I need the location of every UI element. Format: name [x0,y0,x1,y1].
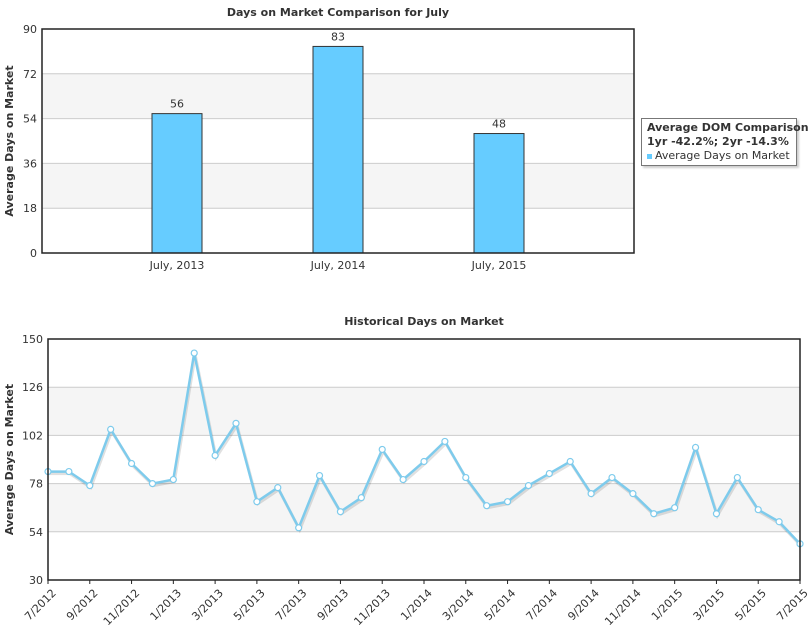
data-point [253,498,261,506]
x-tick-label: 3/2014 [440,587,477,624]
x-tick-label: 9/2013 [315,587,352,624]
bar [312,45,364,254]
chart-title: Historical Days on Market [344,315,504,328]
x-tick-label: 7/2014 [524,587,561,624]
y-tick-label: 150 [22,333,43,346]
data-point [336,508,345,516]
data-point [190,349,198,357]
data-point [691,443,700,452]
data-point [357,494,365,502]
data-point [608,473,616,482]
x-tick-label: 7/2013 [273,587,310,624]
y-axis-label: Average Days on Market [3,65,16,216]
bar-chart: 0 18 36 54 72 90 56 July, 2013 83 July, 2014 48 Jul… [3,6,635,272]
y-tick-label: 102 [22,429,43,442]
y-tick-label: 0 [30,247,37,260]
y-tick-label: 78 [29,478,43,491]
data-point [754,506,762,514]
grid-band [48,483,800,532]
y-tick-label: 30 [29,574,43,587]
x-tick-label: July, 2015 [471,259,527,272]
data-point [462,473,470,482]
data-point [211,451,219,460]
y-tick-label: 54 [23,113,37,126]
data-point [295,524,303,532]
data-point [378,445,386,454]
data-point [629,490,637,498]
line-chart: 30 54 78 102 126 150 7/2012 9/2012 11/2012 1/2013… [3,315,810,628]
grid-band [48,387,800,436]
bar [151,113,203,254]
data-point [524,482,533,490]
data-point [107,425,115,433]
plot-frame [41,28,635,254]
legend-item-average-dom[interactable]: Average Days on Market [647,149,791,163]
data-point [671,504,679,512]
bar [473,133,525,254]
x-tick-label: 11/2012 [101,587,143,629]
x-tick-label: 7/2012 [22,587,59,624]
legend-swatch-icon [647,153,652,159]
legend-item-label: Average Days on Market [655,149,790,162]
x-tick-label: 1/2014 [398,587,435,624]
x-tick-label: 9/2014 [565,587,602,624]
x-tick-label: 5/2013 [231,587,268,624]
y-tick-label: 54 [29,526,43,539]
data-point [399,475,407,484]
data-label: 48 [492,118,506,131]
x-tick-label: 3/2015 [691,587,728,624]
x-tick-label: 11/2013 [351,587,393,629]
plot-frame [47,338,801,581]
y-tick-label: 126 [22,381,43,394]
data-point [545,469,553,478]
x-tick-label: 5/2014 [482,587,519,624]
data-point [733,473,741,482]
data-point [587,490,595,498]
data-point [169,475,177,484]
y-tick-label: 90 [23,23,37,36]
x-tick-label: 9/2012 [64,587,101,624]
data-point [420,457,428,466]
y-tick-label: 18 [23,202,37,215]
legend-title: Average DOM Comparison [647,121,809,134]
data-point [315,471,324,480]
data-label: 56 [170,98,184,111]
x-tick-label: 1/2013 [148,587,185,624]
y-axis-label: Average Days on Market [3,384,16,535]
x-tick-label: 7/2015 [774,587,810,624]
data-point [274,484,282,492]
data-point [712,510,721,518]
data-point [148,480,157,488]
x-tick-label: July, 2013 [149,259,205,272]
y-tick-label: 72 [23,68,37,81]
x-tick-label: July, 2014 [310,259,366,272]
data-point [775,518,783,526]
data-point [65,467,73,476]
x-tick-label: 11/2014 [602,587,644,629]
y-tick-label: 36 [23,157,37,170]
data-point [503,498,512,506]
data-point [441,437,449,446]
x-tick-label: 1/2015 [649,587,686,624]
data-point [566,457,574,466]
chart-legend: Average DOM Comparison 1yr -42.2%; 2yr -… [641,118,809,166]
data-point [86,482,94,490]
data-point [483,502,491,510]
data-point [650,510,658,518]
x-tick-label: 3/2013 [189,587,226,624]
data-label: 83 [331,30,345,43]
data-point [232,419,240,427]
chart-title: Days on Market Comparison for July [227,6,449,19]
legend-subtitle: 1yr -42.2%; 2yr -14.3% [647,135,789,148]
data-point [127,459,136,468]
x-tick-label: 5/2015 [732,587,769,624]
